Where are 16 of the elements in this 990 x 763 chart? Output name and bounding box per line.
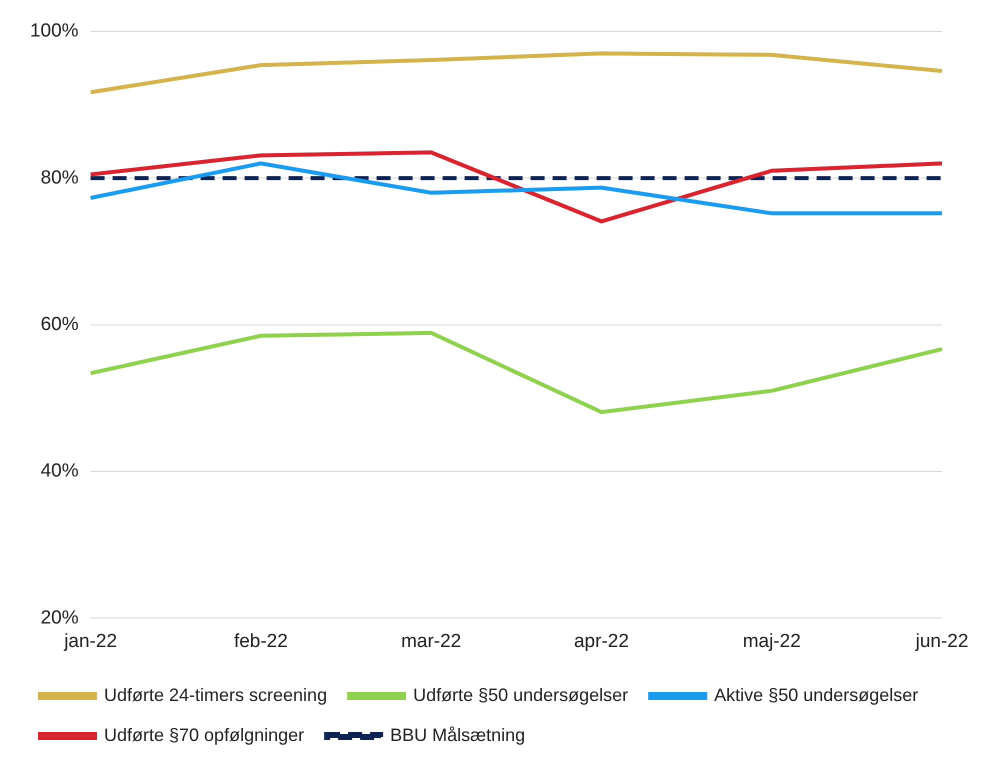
legend-label: Udførte 24-timers screening [104,684,328,705]
x-tick-label: mar-22 [401,630,462,652]
x-tick-label: jan-22 [63,630,118,652]
y-tick-label: 60% [40,314,79,336]
x-tick-label: feb-22 [234,630,288,652]
legend-label: Aktive §50 undersøgelser [714,684,918,705]
y-tick-label: 40% [40,460,79,482]
x-tick-label: apr-22 [574,630,629,652]
y-tick-label: 20% [40,607,79,628]
y-tick-label: 80% [40,167,79,188]
legend-label: Udførte §50 undersøgelser [413,684,628,705]
legend-label: BBU Målsætning [390,724,526,745]
legend-label: Udførte §70 opfølgninger [104,724,304,745]
x-tick-label: jun-22 [914,630,968,652]
y-tick-label: 100% [30,20,79,42]
x-tick-label: maj-22 [742,630,801,652]
